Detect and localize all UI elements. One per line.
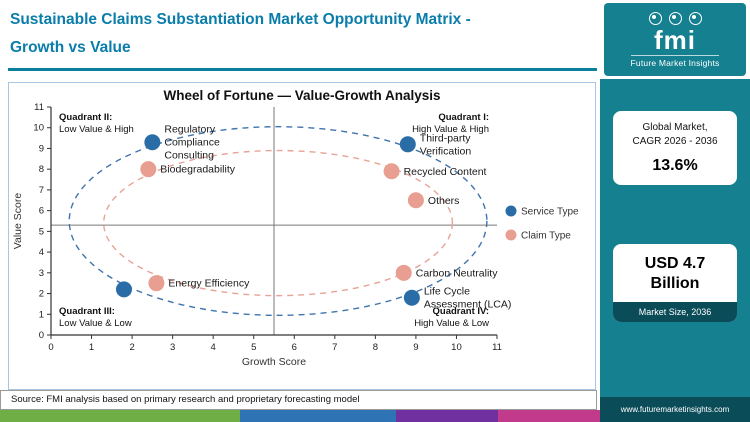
market-size-card: USD 4.7 Billion Market Size, 2036 bbox=[613, 244, 737, 322]
x-tick-label: 10 bbox=[451, 342, 462, 353]
market-size-label: Market Size, 2036 bbox=[613, 302, 737, 322]
data-point bbox=[144, 134, 161, 151]
x-tick-label: 9 bbox=[413, 342, 418, 353]
quadrant-label: Quadrant I: bbox=[438, 112, 489, 123]
source-note: Source: FMI analysis based on primary re… bbox=[0, 390, 597, 410]
y-tick-label: 7 bbox=[39, 185, 44, 196]
point-label: Others bbox=[428, 195, 460, 207]
data-point bbox=[399, 136, 416, 153]
footer-stripe bbox=[0, 410, 600, 422]
data-point bbox=[383, 163, 400, 180]
y-tick-label: 5 bbox=[39, 226, 44, 237]
x-tick-label: 8 bbox=[373, 342, 378, 353]
logo-icons bbox=[648, 11, 702, 25]
point-label: Carbon Neutrality bbox=[416, 267, 498, 279]
cagr-value: 13.6% bbox=[652, 157, 698, 174]
page-title: Sustainable Claims Substantiation Market… bbox=[10, 6, 570, 62]
legend-swatch bbox=[505, 229, 517, 241]
quadrant-label: Quadrant III: bbox=[59, 306, 115, 317]
point-label: Life Cycle bbox=[424, 286, 470, 298]
scatter-plot: 0 1 2 3 4 5 6 7 8 9 10 11 0 1 2 3 4 5 6 7 8 9 10 11 Growth Score… bbox=[12, 103, 579, 368]
quadrant-desc: High Value & Low bbox=[414, 318, 489, 329]
point-label: Recycled Content bbox=[404, 166, 487, 178]
logo-wordmark: fmi bbox=[654, 24, 696, 55]
x-tick-label: 2 bbox=[129, 342, 134, 353]
legend-label: Service Type bbox=[521, 207, 579, 218]
y-tick-label: 1 bbox=[39, 309, 44, 320]
wheel-ring bbox=[103, 149, 454, 297]
y-axis-title: Value Score bbox=[12, 193, 24, 250]
quadrant-desc: Low Value & High bbox=[59, 124, 134, 135]
y-tick-label: 0 bbox=[39, 330, 44, 341]
y-tick-label: 2 bbox=[39, 289, 44, 300]
cagr-label-line1: Global Market, bbox=[642, 122, 708, 133]
wheel-ring bbox=[68, 125, 488, 317]
quadrant-desc: Low Value & Low bbox=[59, 318, 132, 329]
chart-title: Wheel of Fortune — Value-Growth Analysis bbox=[163, 88, 441, 103]
logo-brand-name: Future Market Insights bbox=[630, 54, 720, 68]
cagr-card: Global Market, CAGR 2026 - 2036 13.6% bbox=[613, 111, 737, 185]
data-point bbox=[395, 264, 412, 281]
bulb-icon bbox=[688, 11, 702, 25]
x-tick-label: 1 bbox=[89, 342, 94, 353]
person-icon bbox=[648, 11, 662, 25]
point-label: Energy Efficiency bbox=[168, 278, 250, 290]
x-axis-title: Growth Score bbox=[242, 356, 306, 368]
stripe-segment bbox=[0, 410, 240, 422]
quadrant-label: Quadrant IV: bbox=[433, 306, 489, 317]
x-tick-label: 6 bbox=[292, 342, 297, 353]
y-tick-label: 4 bbox=[39, 247, 44, 258]
fmi-logo: fmi Future Market Insights bbox=[604, 3, 746, 76]
y-tick-label: 9 bbox=[39, 143, 44, 154]
data-point bbox=[403, 289, 420, 306]
people-icon bbox=[668, 11, 682, 25]
x-tick-label: 4 bbox=[211, 342, 216, 353]
point-label: Consulting bbox=[164, 150, 214, 162]
y-tick-label: 10 bbox=[33, 123, 44, 134]
x-tick-label: 0 bbox=[48, 342, 53, 353]
page-title-line1: Sustainable Claims Substantiation Market… bbox=[10, 11, 471, 28]
point-label: Regulatory bbox=[164, 124, 216, 136]
data-point bbox=[148, 275, 165, 292]
cagr-label: Global Market, CAGR 2026 - 2036 bbox=[617, 121, 733, 149]
point-label: Verification bbox=[420, 145, 472, 157]
quadrant-desc: High Value & High bbox=[412, 124, 489, 135]
x-tick-label: 3 bbox=[170, 342, 175, 353]
chart-card: Wheel of Fortune — Value-Growth Analysis… bbox=[8, 82, 596, 390]
website-bar: www.futuremarketinsights.com bbox=[600, 397, 750, 422]
x-tick-label: 5 bbox=[251, 342, 256, 353]
y-tick-label: 11 bbox=[34, 103, 44, 113]
market-size-value: USD 4.7 Billion bbox=[644, 255, 706, 292]
header-divider bbox=[8, 68, 597, 71]
point-label: Third-party bbox=[420, 132, 472, 144]
data-point bbox=[140, 161, 157, 178]
quadrant-label: Quadrant II: bbox=[59, 112, 112, 123]
y-tick-label: 8 bbox=[39, 164, 44, 175]
y-tick-label: 6 bbox=[39, 206, 44, 217]
cagr-label-line2: CAGR 2026 - 2036 bbox=[632, 136, 718, 147]
stats-sidebar: Global Market, CAGR 2026 - 2036 13.6% US… bbox=[600, 79, 750, 422]
x-tick-label: 11 bbox=[492, 342, 502, 353]
point-label: Assessment (LCA) bbox=[424, 299, 512, 311]
point-label: Biodegradability bbox=[160, 164, 235, 176]
data-point bbox=[407, 192, 424, 209]
legend-label: Claim Type bbox=[521, 231, 571, 242]
data-point bbox=[115, 281, 132, 298]
legend-swatch bbox=[505, 205, 517, 217]
page-title-line2: Growth vs Value bbox=[10, 39, 131, 56]
stripe-segment bbox=[498, 410, 600, 422]
point-label: Compliance bbox=[164, 137, 220, 149]
y-tick-label: 3 bbox=[39, 268, 44, 279]
stripe-segment bbox=[396, 410, 498, 422]
stripe-segment bbox=[240, 410, 396, 422]
x-tick-label: 7 bbox=[332, 342, 337, 353]
